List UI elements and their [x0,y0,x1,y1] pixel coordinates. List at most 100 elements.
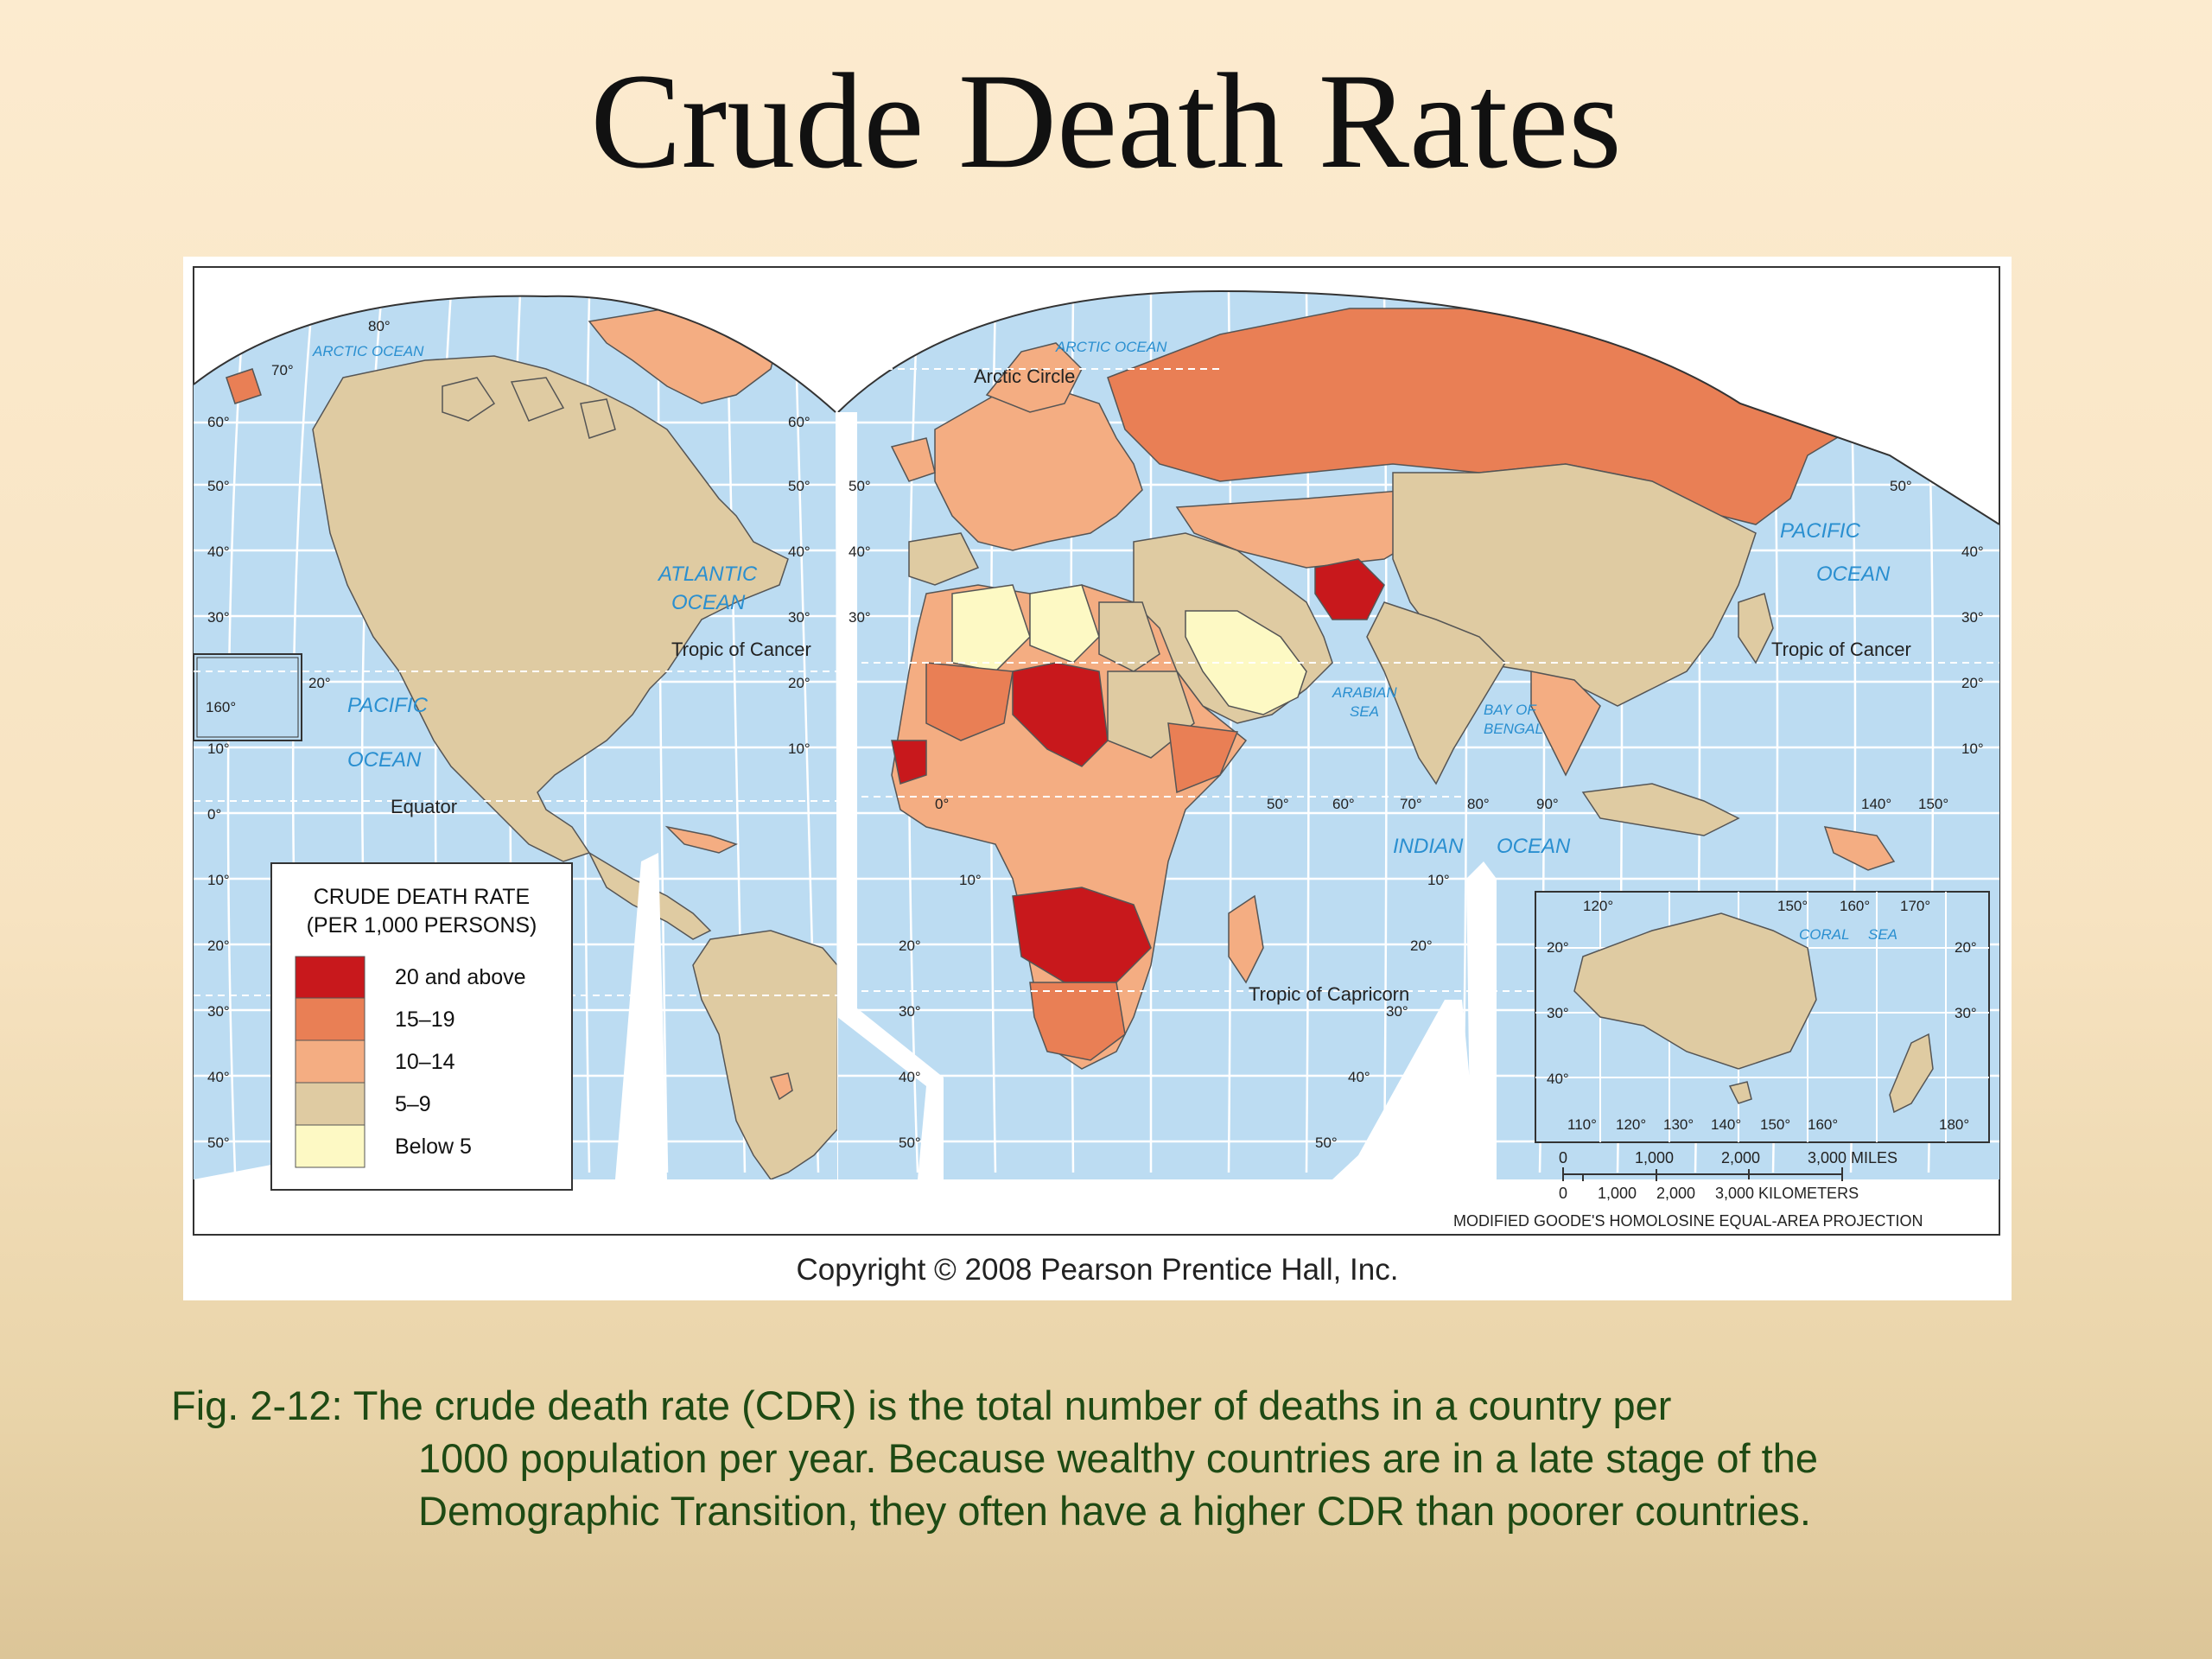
indian-ocean-label-2: OCEAN [1497,835,1571,858]
alaska-tip [226,368,262,404]
arabian-sea-label-1: ARABIAN [1332,684,1397,701]
deg-0-africa: 0° [935,796,949,812]
left-lobe-edge [193,295,836,413]
legend: CRUDE DEATH RATE (PER 1,000 PERSONS) 20 … [270,862,573,1191]
west-africa [925,662,1014,741]
deg-20-left-east: 20° [788,675,810,691]
deg-50-right: 50° [1890,478,1912,494]
southeast-asia [1530,671,1601,777]
south-africa [1029,982,1126,1061]
deg-40s-india: 40° [1348,1069,1370,1085]
tropic-cancer-right-label: Tropic of Cancer [1771,639,1911,660]
deg-20s-left: 20° [207,938,230,954]
indian-ocean-label-1: INDIAN [1393,835,1464,858]
deg-40s-left: 40° [207,1069,230,1085]
uruguay [769,1072,793,1101]
pacific-right-label-1: PACIFIC [1780,519,1861,543]
deg-160-hawaii: 160° [206,699,236,715]
arabian-peninsula [1185,610,1307,715]
indonesia [1581,783,1740,836]
deg-150-aus-bottom: 150° [1760,1116,1790,1133]
deg-40-right: 40° [1961,543,1984,560]
deg-50s-mid: 50° [899,1135,921,1151]
legend-title-2: (PER 1,000 PERSONS) [307,913,537,938]
equator-label: Equator [391,796,457,817]
deg-30s-left: 30° [207,1003,230,1020]
arctic-ocean-right-label: ARCTIC OCEAN [1055,339,1167,355]
gap-indian [1332,1000,1479,1179]
pacific-left-label-2: OCEAN [347,748,422,772]
scale-bar: 0 1,000 2,000 3,000 MILES 0 1,000 2,000 … [1453,1149,1923,1230]
atlantic-ocean-label-1: ATLANTIC [657,563,758,586]
pacific-left-label-1: PACIFIC [347,694,429,717]
copyright-notice: Copyright © 2008 Pearson Prentice Hall, … [796,1253,1399,1287]
southern-africa-high [1012,887,1152,983]
arabian-sea-label-2: SEA [1350,703,1379,720]
deg-0-left: 0° [207,806,221,823]
deg-10s-africa: 10° [959,872,982,888]
deg-40-right-west: 40° [849,543,871,560]
madagascar [1228,894,1264,984]
deg-80-left: 80° [368,318,391,334]
world-map: ARCTIC OCEAN ARCTIC OCEAN ATLANTIC OCEAN… [193,266,2000,1236]
slide-title: Crude Death Rates [590,46,1622,197]
deg-140-aus: 140° [1711,1116,1741,1133]
deg-20s-india: 20° [1410,938,1433,954]
south-america [692,930,837,1180]
deg-30-aus: 30° [1547,1005,1569,1021]
bay-of-bengal-label-2: BENGAL [1484,721,1543,737]
deg-10s-left: 10° [207,872,230,888]
legend-label-20-up: 20 and above [395,965,526,989]
map-figure: ARCTIC OCEAN ARCTIC OCEAN ATLANTIC OCEAN… [183,257,2012,1300]
deg-180-aus: 180° [1939,1116,1969,1133]
new-zealand [1889,1033,1934,1114]
tropic-cancer-left-label: Tropic of Cancer [671,639,811,660]
india [1366,601,1506,785]
deg-40-left-east: 40° [788,543,810,560]
iberia [908,532,980,586]
hawaii-inset [193,653,302,741]
deg-150-lon: 150° [1918,796,1948,812]
deg-20-aus-east: 20° [1955,939,1977,956]
coral-sea-label-1: CORAL [1799,926,1850,943]
caribbean [664,825,738,854]
papua-new-guinea [1823,826,1896,871]
deg-120-aus-bottom: 120° [1616,1116,1646,1133]
sahel-high [1012,662,1109,767]
afghanistan [1314,558,1385,620]
arctic-circle-label: Arctic Circle [974,365,1075,387]
arctic-ocean-left-label: ARCTIC OCEAN [312,343,424,359]
tasmania [1728,1081,1752,1104]
deg-30-aus-east: 30° [1955,1005,1977,1021]
caption-continuation: 1000 population per year. Because wealth… [418,1435,1818,1534]
deg-20-left: 20° [308,675,331,691]
deg-40-aus: 40° [1547,1071,1569,1087]
scale-km-1000: 1,000 [1598,1185,1637,1202]
projection-label: MODIFIED GOODE'S HOMOLOSINE EQUAL-AREA P… [1453,1212,1923,1230]
deg-150-aus: 150° [1777,898,1808,914]
libya [1029,584,1100,664]
deg-60-lon: 60° [1332,796,1355,812]
deg-40-left: 40° [207,543,230,560]
legend-swatch-5-9 [295,1082,365,1126]
deg-10-left: 10° [207,741,230,757]
legend-swatch-10-14 [295,1039,365,1084]
deg-60-left-east: 60° [788,414,810,430]
deg-20-right: 20° [1961,675,1984,691]
japan [1738,593,1774,664]
pacific-right-label-2: OCEAN [1816,563,1891,586]
north-america [312,355,789,862]
atlantic-ocean-label-2: OCEAN [671,591,746,614]
deg-30s-mid: 30° [899,1003,921,1020]
horn-of-africa [1167,722,1239,794]
legend-swatch-below-5 [295,1124,365,1168]
deg-130-aus: 130° [1663,1116,1694,1133]
legend-label-below-5: Below 5 [395,1135,472,1159]
deg-70-lon: 70° [1400,796,1422,812]
deg-20s-mid: 20° [899,938,921,954]
bay-of-bengal-label-1: BAY OF [1484,702,1537,718]
deg-50s-india: 50° [1315,1135,1338,1151]
gap-pacific [615,853,667,1179]
tropic-capricorn-label: Tropic of Capricorn [1249,983,1409,1005]
central-asia [1175,489,1428,569]
